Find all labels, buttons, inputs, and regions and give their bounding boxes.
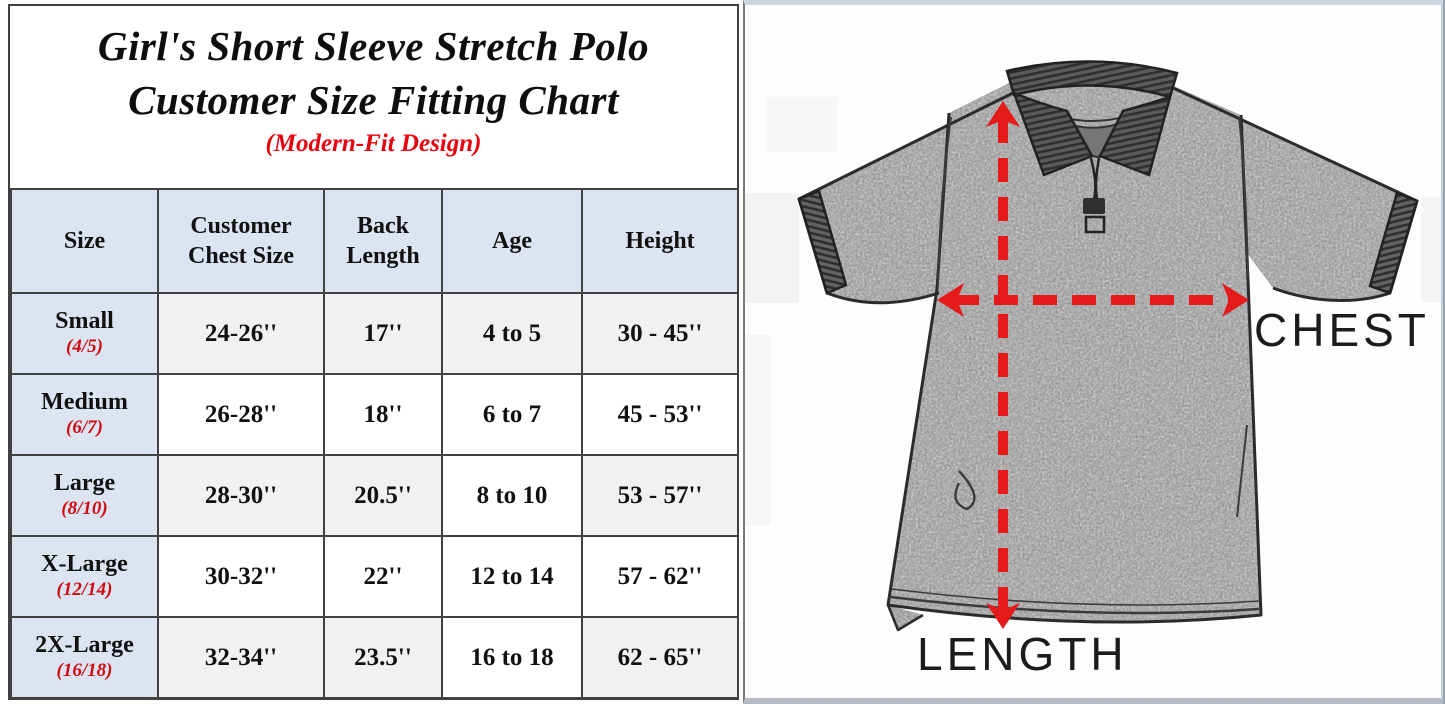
- size-name: Large: [53, 470, 116, 497]
- back-length-cell: 22'': [323, 535, 443, 618]
- table-header-row: Size Customer Chest Size Back Length Age…: [10, 188, 739, 294]
- age-cell: 16 to 18: [441, 616, 583, 699]
- image-right-edge: [1443, 0, 1445, 704]
- arrow-left-icon: [937, 283, 964, 317]
- table-row-x-large: X-Large (12/14) 30-32'' 22'' 12 to 14 57…: [10, 535, 739, 618]
- length-label: LENGTH: [917, 628, 1128, 680]
- size-name: X-Large: [41, 551, 128, 578]
- age-cell: 8 to 10: [441, 454, 583, 537]
- page-subtitle: (Modern-Fit Design): [265, 130, 482, 158]
- size-name: 2X-Large: [35, 632, 134, 659]
- table-row-2x-large: 2X-Large (16/18) 32-34'' 23.5'' 16 to 18…: [10, 616, 739, 699]
- size-note: (4/5): [66, 335, 103, 357]
- polo-collar: [1005, 60, 1179, 234]
- chest-cell: 28-30'': [157, 454, 325, 537]
- size-cell: Medium (6/7): [10, 373, 159, 456]
- size-cell: 2X-Large (16/18): [10, 616, 159, 699]
- height-cell: 62 - 65'': [581, 616, 739, 699]
- size-cell: Small (4/5): [10, 292, 159, 375]
- size-name: Small: [55, 308, 114, 335]
- age-cell: 4 to 5: [441, 292, 583, 375]
- back-length-cell: 17'': [323, 292, 443, 375]
- sleeve-cuffs: [797, 189, 1419, 295]
- page-title-line2: Customer Size Fitting Chart: [128, 77, 619, 124]
- polo-shirt-body: [799, 81, 1417, 630]
- measurement-arrows: [937, 101, 1249, 629]
- polo-measurement-diagram-panel: CHEST LENGTH: [743, 0, 1445, 704]
- height-cell: 30 - 45'': [581, 292, 739, 375]
- height-cell: 53 - 57'': [581, 454, 739, 537]
- age-cell: 6 to 7: [441, 373, 583, 456]
- chest-cell: 26-28'': [157, 373, 325, 456]
- arrow-right-icon: [1222, 283, 1249, 317]
- size-note: (16/18): [56, 659, 113, 681]
- col-header-back-length: Back Length: [323, 188, 443, 294]
- background-shading: [745, 97, 1441, 525]
- placket-buttons: [1083, 157, 1106, 234]
- chest-cell: 32-34'': [157, 616, 325, 699]
- age-cell: 12 to 14: [441, 535, 583, 618]
- fitting-chart-panel: Girl's Short Sleeve Stretch Polo Custome…: [8, 4, 739, 700]
- col-header-age: Age: [441, 188, 583, 294]
- page-title-line1: Girl's Short Sleeve Stretch Polo: [97, 23, 650, 69]
- table-row-medium: Medium (6/7) 26-28'' 18'' 6 to 7 45 - 53…: [10, 373, 739, 456]
- size-note: (6/7): [66, 416, 103, 438]
- table-row-small: Small (4/5) 24-26'' 17'' 4 to 5 30 - 45'…: [10, 292, 739, 375]
- col-header-size: Size: [10, 188, 159, 294]
- size-fitting-table: Size Customer Chest Size Back Length Age…: [10, 188, 739, 699]
- size-cell: X-Large (12/14): [10, 535, 159, 618]
- chest-cell: 30-32'': [157, 535, 325, 618]
- back-length-cell: 20.5'': [323, 454, 443, 537]
- size-note: (8/10): [61, 497, 108, 519]
- size-name: Medium: [41, 389, 128, 416]
- polo-shirt-diagram: CHEST LENGTH: [745, 60, 1441, 680]
- height-cell: 45 - 53'': [581, 373, 739, 456]
- back-length-cell: 23.5'': [323, 616, 443, 699]
- height-cell: 57 - 62'': [581, 535, 739, 618]
- chest-label: CHEST: [1254, 304, 1430, 356]
- back-length-cell: 18'': [323, 373, 443, 456]
- col-header-chest: Customer Chest Size: [157, 188, 325, 294]
- stitch-seams: [890, 116, 1260, 615]
- chest-cell: 24-26'': [157, 292, 325, 375]
- arrow-down-icon: [986, 603, 1020, 629]
- col-header-height: Height: [581, 188, 739, 294]
- size-note: (12/14): [56, 578, 113, 600]
- arrow-up-icon: [986, 101, 1020, 127]
- size-cell: Large (8/10): [10, 454, 159, 537]
- table-row-large: Large (8/10) 28-30'' 20.5'' 8 to 10 53 -…: [10, 454, 739, 537]
- title-block: Girl's Short Sleeve Stretch Polo Custome…: [10, 6, 737, 188]
